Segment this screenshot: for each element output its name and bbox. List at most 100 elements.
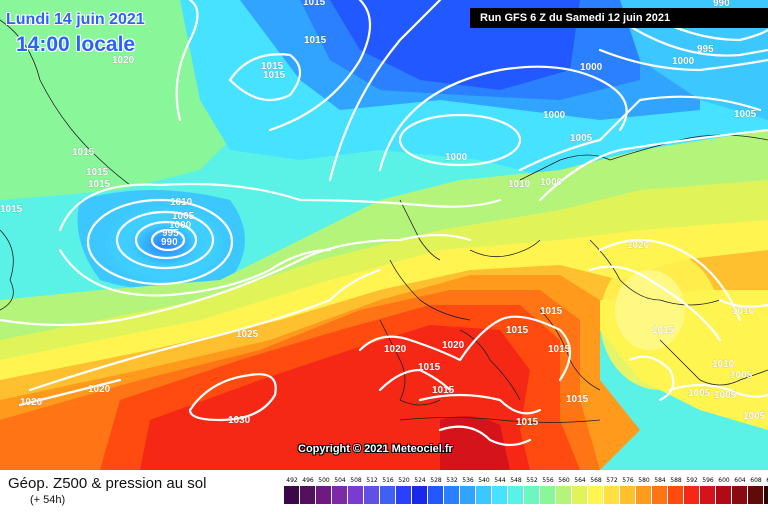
scale-label: 536 bbox=[462, 477, 474, 484]
isobar-label: 1000 bbox=[169, 220, 192, 231]
scale-cell: 604 bbox=[732, 476, 748, 504]
scale-swatch bbox=[524, 486, 540, 504]
scale-swatch bbox=[348, 486, 364, 504]
scale-swatch bbox=[476, 486, 492, 504]
scale-swatch bbox=[396, 486, 412, 504]
scale-label: 528 bbox=[430, 477, 442, 484]
scale-label: 552 bbox=[526, 477, 538, 484]
isobar-995 bbox=[618, 18, 768, 57]
isobar-label: 1015 bbox=[540, 306, 563, 317]
band-north-cyan-2 bbox=[620, 0, 768, 120]
isobar-label: 1005 bbox=[730, 370, 753, 381]
scale-cell: 540 bbox=[476, 476, 492, 504]
scale-cell: 608 bbox=[748, 476, 764, 504]
scale-cell: 516 bbox=[380, 476, 396, 504]
isobar-label: 1015 bbox=[86, 167, 109, 178]
scale-label: 608 bbox=[750, 477, 762, 484]
scale-cell: 580 bbox=[636, 476, 652, 504]
scale-cell: 500 bbox=[316, 476, 332, 504]
scale-cell: 496 bbox=[300, 476, 316, 504]
run-info-text: Run GFS 6 Z du Samedi 12 juin 2021 bbox=[480, 12, 671, 24]
scale-label: 580 bbox=[638, 477, 650, 484]
scale-cell: 504 bbox=[332, 476, 348, 504]
scale-swatch bbox=[652, 486, 668, 504]
isobar-label: 1020 bbox=[88, 384, 111, 395]
isobar-label: 1015 bbox=[72, 147, 95, 158]
isobar-label: 1020 bbox=[384, 344, 407, 355]
scale-cell: 572 bbox=[604, 476, 620, 504]
isobar-label: 1015 bbox=[303, 0, 326, 8]
scale-label: 540 bbox=[478, 477, 490, 484]
isobar-label: 990 bbox=[161, 237, 178, 248]
isobar-label: 1020 bbox=[112, 55, 135, 66]
isobar-label: 1010 bbox=[508, 179, 531, 190]
scale-label: 492 bbox=[286, 477, 298, 484]
scale-swatch bbox=[380, 486, 396, 504]
scale-label: 520 bbox=[398, 477, 410, 484]
scale-swatch bbox=[620, 486, 636, 504]
isobar-label: 1030 bbox=[228, 415, 251, 426]
isobar-label: 1005 bbox=[688, 388, 711, 399]
scale-cell: 612 bbox=[764, 476, 768, 504]
scale-swatch bbox=[732, 486, 748, 504]
isobar-1015-north bbox=[228, 53, 302, 102]
isobar-1000-far bbox=[598, 48, 768, 72]
scale-label: 576 bbox=[622, 477, 634, 484]
low-core bbox=[105, 205, 225, 285]
isobar-1015-iberia bbox=[378, 368, 452, 392]
map-svg: 1015 1015 1020 1015 1015 1015 1015 1015 … bbox=[0, 0, 768, 470]
band-red bbox=[140, 325, 530, 470]
scale-cell: 592 bbox=[684, 476, 700, 504]
scale-cell: 552 bbox=[524, 476, 540, 504]
scale-cell: 568 bbox=[588, 476, 604, 504]
scale-swatch bbox=[284, 486, 300, 504]
color-scale: 492 496 500 504 508 512 516 520 524 528 532 536 540 5… bbox=[284, 476, 768, 504]
run-info-box: Run GFS 6 Z du Samedi 12 juin 2021 bbox=[470, 8, 768, 28]
scale-swatch bbox=[636, 486, 652, 504]
isobar-label: 1000 bbox=[540, 177, 563, 188]
isobar-label: 1000 bbox=[543, 110, 566, 121]
isobar-label: 1015 bbox=[418, 362, 441, 373]
isobar-label: 1025 bbox=[236, 329, 259, 340]
isobar-label: 1005 bbox=[734, 109, 757, 120]
isobar-1015-west bbox=[175, 0, 199, 122]
isobar-1015-outer bbox=[58, 182, 502, 232]
isobar-1010 bbox=[328, 0, 442, 182]
scale-cell: 524 bbox=[412, 476, 428, 504]
isobar-label: 1010 bbox=[732, 306, 755, 317]
isobar-ring-1005 bbox=[115, 210, 215, 270]
scale-swatch bbox=[364, 486, 380, 504]
east-pale-core bbox=[615, 270, 685, 350]
scale-label: 568 bbox=[590, 477, 602, 484]
scale-cell: 588 bbox=[668, 476, 684, 504]
scale-label: 560 bbox=[558, 477, 570, 484]
scale-cell: 536 bbox=[460, 476, 476, 504]
isobar-1005-east bbox=[538, 128, 768, 202]
isobar-label: 1010 bbox=[712, 359, 735, 370]
isobar-label: 990 bbox=[713, 0, 730, 9]
scale-swatch bbox=[764, 486, 768, 504]
scale-cell: 596 bbox=[700, 476, 716, 504]
isobar-label: 1015 bbox=[506, 325, 529, 336]
legend-title: Géop. Z500 & pression au sol bbox=[8, 475, 207, 492]
scale-cell: 512 bbox=[364, 476, 380, 504]
scale-cell: 544 bbox=[492, 476, 508, 504]
isobar-label: 1010 bbox=[170, 197, 193, 208]
scale-label: 596 bbox=[702, 477, 714, 484]
scale-label: 508 bbox=[350, 477, 362, 484]
scale-cell: 564 bbox=[572, 476, 588, 504]
isobar-1020-mid bbox=[18, 378, 122, 407]
scale-swatch bbox=[684, 486, 700, 504]
scale-swatch bbox=[700, 486, 716, 504]
copyright-text: Copyright © 2021 Meteociel.fr bbox=[298, 443, 453, 455]
forecast-date: Lundi 14 juin 2021 bbox=[6, 11, 145, 28]
legend-subtitle: (+ 54h) bbox=[30, 494, 66, 506]
scale-label: 516 bbox=[382, 477, 394, 484]
scale-label: 556 bbox=[542, 477, 554, 484]
scale-label: 496 bbox=[302, 477, 314, 484]
scale-cell: 548 bbox=[508, 476, 524, 504]
isobar-ring-1000 bbox=[134, 220, 198, 260]
isobar-1010-east bbox=[718, 298, 768, 308]
scale-swatch bbox=[316, 486, 332, 504]
scale-label: 512 bbox=[366, 477, 378, 484]
